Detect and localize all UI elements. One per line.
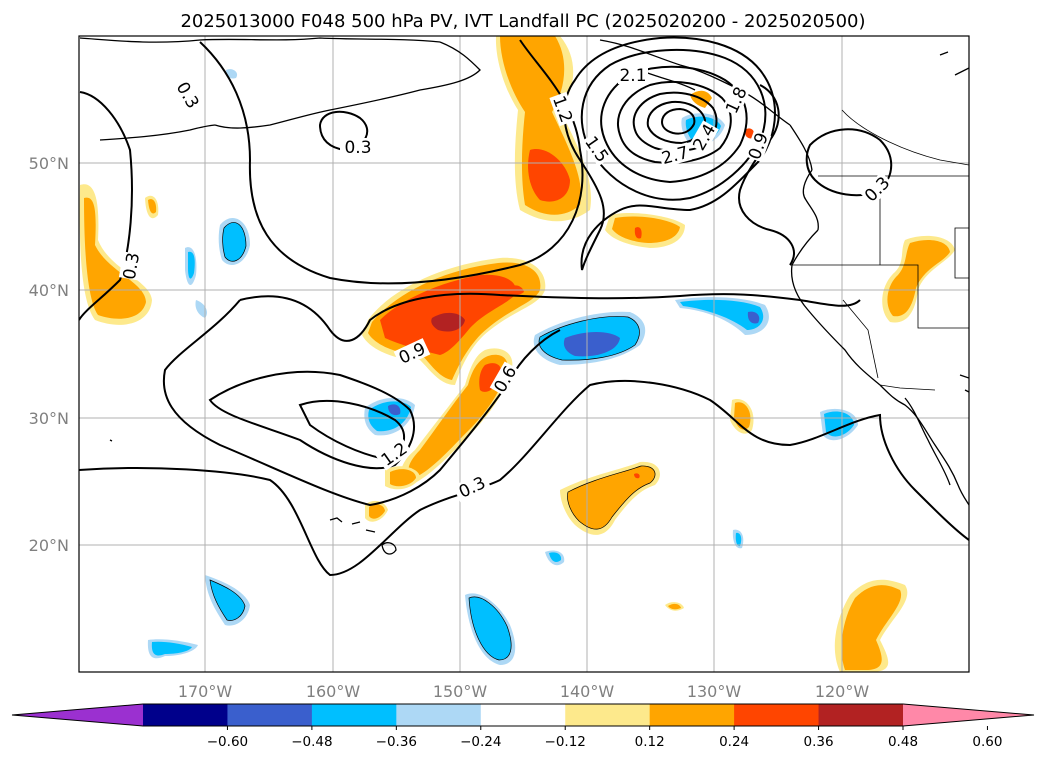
lon-label: 150°W	[433, 682, 488, 701]
colorbar-tick-label: −0.48	[291, 734, 332, 750]
colorbar-tick-label: −0.60	[207, 734, 248, 750]
colorbar-tick-label: 0.36	[804, 734, 834, 750]
latitude-labels: 50°N 40°N 30°N 20°N	[29, 154, 69, 555]
lon-label: 170°W	[178, 682, 233, 701]
colorbar-tick-label: 0.60	[972, 734, 1002, 750]
colorbar-extend-low	[12, 704, 143, 726]
colorbar-segment	[396, 704, 482, 726]
colorbar-segment	[565, 704, 651, 726]
colorbar-tick-label: 0.48	[888, 734, 918, 750]
lat-label: 20°N	[29, 536, 69, 555]
colorbar: −0.60 −0.48 −0.36 −0.24 −0.12 0.12 0.24 0.36 0.4…	[11, 703, 1035, 750]
contour-label: 0.3	[344, 138, 371, 158]
colorbar-extend-high	[903, 704, 1034, 726]
colorbar-outline	[11, 703, 1035, 727]
lat-label: 30°N	[29, 409, 69, 428]
colorbar-tick-label: 0.12	[635, 734, 665, 750]
shading-outlines	[209, 222, 656, 661]
map-panel: 0.3 0.3 0.3 0.3 0.3 0.6 0.9 0.9 1.2 1.2	[78, 35, 970, 673]
map-frame	[78, 35, 970, 673]
colorbar-tick-label: −0.36	[376, 734, 417, 750]
lon-label: 120°W	[815, 682, 870, 701]
lat-label: 50°N	[29, 154, 69, 173]
colorbar-tick-label: −0.12	[545, 734, 586, 750]
colorbar-segment	[143, 704, 228, 726]
colorbar-tick-label: −0.24	[460, 734, 501, 750]
colorbar-segment	[649, 704, 735, 726]
colorbar-segment	[227, 704, 313, 726]
map-title: 2025013000 F048 500 hPa PV, IVT Landfall…	[180, 11, 865, 32]
lon-label: 160°W	[306, 682, 361, 701]
colorbar-segment	[734, 704, 820, 726]
longitude-labels: 170°W 160°W 150°W 140°W 130°W 120°W	[178, 682, 870, 701]
lon-label: 140°W	[560, 682, 615, 701]
colorbar-segment	[311, 704, 397, 726]
colorbar-segment	[480, 704, 566, 726]
contour-label: 0.3	[120, 251, 144, 281]
colorbar-segment	[818, 704, 904, 726]
coastlines	[79, 37, 969, 555]
colorbar-tick-label: 0.24	[719, 734, 749, 750]
lon-label: 130°W	[687, 682, 742, 701]
lat-label: 40°N	[29, 281, 69, 300]
contour-label: 2.1	[619, 66, 646, 86]
